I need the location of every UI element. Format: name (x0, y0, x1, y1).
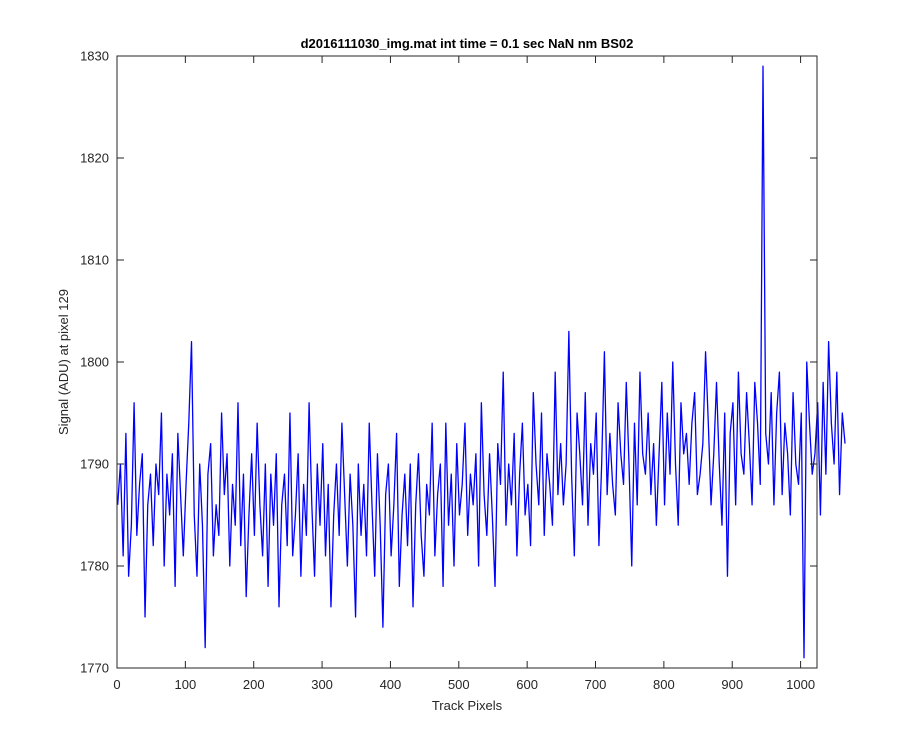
x-tick-label-700: 700 (585, 677, 607, 692)
y-axis-ticks: 1770 1780 1790 1800 1810 1820 1830 (80, 49, 817, 676)
y-tick-label-1810: 1810 (80, 253, 109, 268)
x-tick-label-100: 100 (175, 677, 197, 692)
x-tick-label-0: 0 (113, 677, 120, 692)
x-tick-label-200: 200 (243, 677, 265, 692)
series-layer (117, 65, 846, 659)
y-tick-label-1800: 1800 (80, 355, 109, 370)
x-tick-label-400: 400 (380, 677, 402, 692)
x-tick-label-900: 900 (721, 677, 743, 692)
y-tick-label-1790: 1790 (80, 457, 109, 472)
x-axis-label: Track Pixels (432, 698, 503, 713)
x-tick-label-300: 300 (311, 677, 333, 692)
y-tick-label-1830: 1830 (80, 49, 109, 64)
x-axis-ticks: 0 100 200 300 400 500 600 700 800 900 1000 (113, 56, 815, 692)
y-tick-label-1820: 1820 (80, 151, 109, 166)
chart-title: d2016111030_img.mat int time = 0.1 sec N… (301, 36, 634, 51)
plot-area (117, 56, 817, 668)
x-tick-label-1000: 1000 (786, 677, 815, 692)
x-tick-label-800: 800 (653, 677, 675, 692)
y-tick-label-1770: 1770 (80, 661, 109, 676)
x-tick-label-600: 600 (516, 677, 538, 692)
series-line-0 (117, 65, 846, 659)
x-tick-label-500: 500 (448, 677, 470, 692)
y-axis-label: Signal (ADU) at pixel 129 (56, 289, 71, 435)
y-tick-label-1780: 1780 (80, 559, 109, 574)
